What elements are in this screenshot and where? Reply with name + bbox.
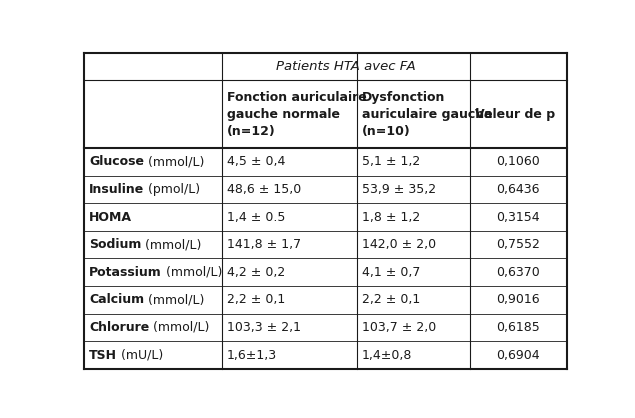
Text: 53,9 ± 35,2: 53,9 ± 35,2: [361, 183, 436, 196]
Text: (mU/L): (mU/L): [117, 349, 163, 362]
Text: 2,2 ± 0,1: 2,2 ± 0,1: [227, 293, 285, 306]
Text: HOMA: HOMA: [89, 211, 132, 224]
Text: Patients HTA avec FA: Patients HTA avec FA: [276, 60, 416, 73]
Text: Potassium: Potassium: [89, 266, 162, 279]
Text: 0,6185: 0,6185: [497, 321, 540, 334]
Text: (mmol/L): (mmol/L): [144, 293, 204, 306]
Text: 103,7 ± 2,0: 103,7 ± 2,0: [361, 321, 436, 334]
Text: 4,5 ± 0,4: 4,5 ± 0,4: [227, 155, 285, 168]
Text: (mmol/L): (mmol/L): [144, 155, 204, 168]
Text: 48,6 ± 15,0: 48,6 ± 15,0: [227, 183, 301, 196]
Text: Fonction auriculaire: Fonction auriculaire: [227, 91, 366, 104]
Text: auriculaire gauche: auriculaire gauche: [361, 107, 492, 121]
Text: 1,6±1,3: 1,6±1,3: [227, 349, 277, 362]
Text: 0,6436: 0,6436: [497, 183, 540, 196]
Text: Glucose: Glucose: [89, 155, 144, 168]
Text: 1,4±0,8: 1,4±0,8: [361, 349, 412, 362]
Text: 103,3 ± 2,1: 103,3 ± 2,1: [227, 321, 300, 334]
Text: 1,8 ± 1,2: 1,8 ± 1,2: [361, 211, 420, 224]
Text: 1,4 ± 0.5: 1,4 ± 0.5: [227, 211, 285, 224]
Text: (n=12): (n=12): [227, 125, 276, 138]
Text: Valeur de p: Valeur de p: [475, 107, 555, 121]
Text: 5,1 ± 1,2: 5,1 ± 1,2: [361, 155, 420, 168]
Text: TSH: TSH: [89, 349, 117, 362]
Text: 0,7552: 0,7552: [497, 238, 540, 251]
Text: (mmol/L): (mmol/L): [162, 266, 222, 279]
Text: 2,2 ± 0,1: 2,2 ± 0,1: [361, 293, 420, 306]
Text: 0,3154: 0,3154: [497, 211, 540, 224]
Text: 0,9016: 0,9016: [497, 293, 540, 306]
Text: Insuline: Insuline: [89, 183, 144, 196]
Text: 0,6370: 0,6370: [497, 266, 540, 279]
Text: 0,1060: 0,1060: [497, 155, 540, 168]
Text: Chlorure: Chlorure: [89, 321, 149, 334]
Text: 141,8 ± 1,7: 141,8 ± 1,7: [227, 238, 301, 251]
Text: Dysfonction: Dysfonction: [361, 91, 445, 104]
Text: (mmol/L): (mmol/L): [142, 238, 202, 251]
Text: (pmol/L): (pmol/L): [144, 183, 201, 196]
Text: (mmol/L): (mmol/L): [149, 321, 210, 334]
Text: (n=10): (n=10): [361, 125, 410, 138]
Text: 142,0 ± 2,0: 142,0 ± 2,0: [361, 238, 436, 251]
Text: gauche normale: gauche normale: [227, 107, 340, 121]
Text: Sodium: Sodium: [89, 238, 142, 251]
Text: Calcium: Calcium: [89, 293, 144, 306]
Text: 4,1 ± 0,7: 4,1 ± 0,7: [361, 266, 420, 279]
Text: 4,2 ± 0,2: 4,2 ± 0,2: [227, 266, 285, 279]
Text: 0,6904: 0,6904: [497, 349, 540, 362]
